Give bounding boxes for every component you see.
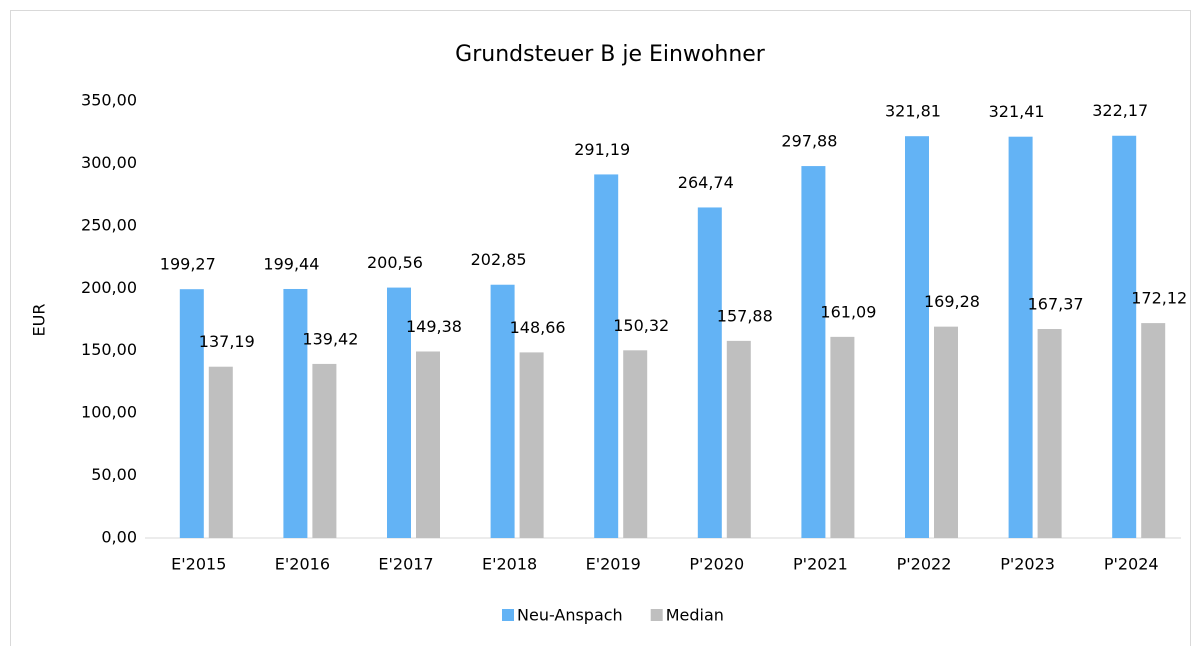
chart-title: Grundsteuer B je Einwohner xyxy=(455,42,766,67)
data-label: 199,27 xyxy=(160,255,216,274)
data-label: 157,88 xyxy=(717,306,773,325)
bar xyxy=(519,352,544,538)
chart-border xyxy=(10,10,1191,646)
legend-label: Neu-Anspach xyxy=(517,606,623,625)
x-tick-label: E'2016 xyxy=(275,555,330,574)
y-tick-label: 0,00 xyxy=(101,528,137,547)
data-label: 167,37 xyxy=(1028,295,1084,314)
data-label: 149,38 xyxy=(406,317,462,336)
bar xyxy=(312,363,337,538)
data-label: 321,41 xyxy=(989,102,1045,121)
x-tick-label: E'2019 xyxy=(586,555,641,574)
y-tick-label: 200,00 xyxy=(81,278,137,297)
legend-swatch xyxy=(502,609,514,621)
bar xyxy=(726,340,751,538)
data-label: 172,12 xyxy=(1131,289,1187,308)
bar xyxy=(1141,323,1166,538)
bar xyxy=(283,288,308,538)
data-label: 321,81 xyxy=(885,102,941,121)
legend-label: Median xyxy=(666,606,724,625)
x-tick-label: P'2021 xyxy=(793,555,848,574)
x-tick-label: E'2017 xyxy=(378,555,433,574)
bar xyxy=(623,350,648,538)
bar xyxy=(490,284,515,538)
bar xyxy=(801,166,826,538)
data-label: 322,17 xyxy=(1092,101,1148,120)
bar xyxy=(208,366,233,538)
y-tick-label: 100,00 xyxy=(81,403,137,422)
data-label: 137,19 xyxy=(199,332,255,351)
bar xyxy=(1037,329,1062,538)
x-tick-label: E'2015 xyxy=(171,555,226,574)
bar xyxy=(1008,136,1033,538)
x-tick-label: P'2024 xyxy=(1104,555,1159,574)
data-label: 202,85 xyxy=(471,250,527,269)
bar xyxy=(1112,135,1137,538)
bar xyxy=(697,207,722,539)
y-tick-label: 150,00 xyxy=(81,340,137,359)
x-tick-label: P'2022 xyxy=(897,555,952,574)
legend-swatch xyxy=(650,609,663,621)
bar xyxy=(179,289,204,538)
data-label: 264,74 xyxy=(678,173,734,192)
x-tick-label: E'2018 xyxy=(482,555,537,574)
data-label: 169,28 xyxy=(924,292,980,311)
data-label: 150,32 xyxy=(613,316,669,335)
y-axis-label: EUR xyxy=(30,304,49,337)
y-tick-label: 50,00 xyxy=(91,465,137,484)
y-tick-label: 250,00 xyxy=(81,215,137,234)
data-label: 297,88 xyxy=(781,132,837,151)
data-label: 199,44 xyxy=(263,254,319,273)
data-label: 161,09 xyxy=(820,302,876,321)
y-tick-label: 350,00 xyxy=(81,91,137,110)
data-label: 148,66 xyxy=(510,318,566,337)
data-label: 200,56 xyxy=(367,253,423,272)
x-tick-label: P'2020 xyxy=(689,555,744,574)
bar xyxy=(416,351,440,538)
bar xyxy=(830,336,855,538)
data-label: 291,19 xyxy=(574,140,630,159)
bar xyxy=(905,136,929,538)
bar xyxy=(934,326,958,538)
data-label: 139,42 xyxy=(302,329,358,348)
bar xyxy=(387,287,411,538)
x-tick-label: P'2023 xyxy=(1000,555,1055,574)
y-tick-label: 300,00 xyxy=(81,153,137,172)
bar xyxy=(594,174,619,539)
